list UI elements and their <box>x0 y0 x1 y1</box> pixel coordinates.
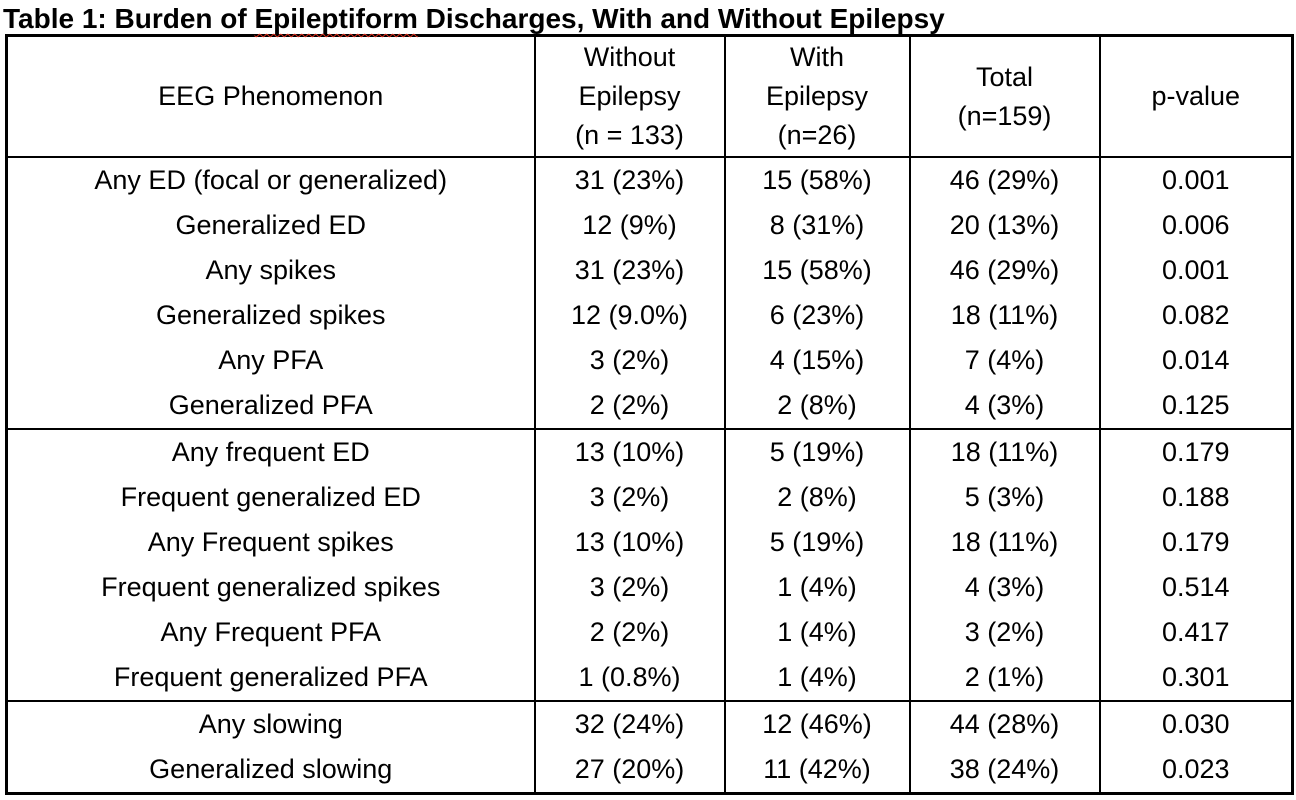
cell-total: 4 (3%) <box>908 383 1101 429</box>
cell-eeg-phenomenon: Any Frequent spikes <box>5 520 536 565</box>
table-title: Table 1: Burden of Epileptiform Discharg… <box>3 3 1296 34</box>
table-row: Generalized slowing 27 (20%) 11 (42%) 38… <box>5 747 1294 794</box>
cell-total: 5 (3%) <box>908 475 1101 520</box>
cell-without-epilepsy: 12 (9%) <box>533 203 726 248</box>
cell-p-value: 0.014 <box>1098 338 1294 383</box>
cell-without-epilepsy: 2 (2%) <box>533 610 726 655</box>
cell-eeg-phenomenon: Generalized slowing <box>5 747 536 794</box>
epileptiform-discharges-table: EEG Phenomenon Without Epilepsy (n = 133… <box>5 34 1294 795</box>
cell-without-epilepsy: 13 (10%) <box>533 428 726 475</box>
cell-p-value: 0.023 <box>1098 747 1294 794</box>
cell-eeg-phenomenon: Generalized spikes <box>5 293 536 338</box>
cell-eeg-phenomenon: Any ED (focal or generalized) <box>5 157 536 203</box>
table-row: Any ED (focal or generalized) 31 (23%) 1… <box>5 157 1294 203</box>
cell-with-epilepsy: 5 (19%) <box>723 428 911 475</box>
cell-p-value: 0.417 <box>1098 610 1294 655</box>
cell-with-epilepsy: 15 (58%) <box>723 157 911 203</box>
cell-with-epilepsy: 2 (8%) <box>723 383 911 429</box>
cell-with-epilepsy: 8 (31%) <box>723 203 911 248</box>
cell-p-value: 0.179 <box>1098 428 1294 475</box>
cell-without-epilepsy: 31 (23%) <box>533 157 726 203</box>
cell-p-value: 0.188 <box>1098 475 1294 520</box>
cell-without-epilepsy: 13 (10%) <box>533 520 726 565</box>
cell-p-value: 0.006 <box>1098 203 1294 248</box>
cell-total: 44 (28%) <box>908 700 1101 747</box>
cell-with-epilepsy: 4 (15%) <box>723 338 911 383</box>
cell-eeg-phenomenon: Any frequent ED <box>5 428 536 475</box>
cell-p-value: 0.179 <box>1098 520 1294 565</box>
table-row: Any PFA 3 (2%) 4 (15%) 7 (4%) 0.014 <box>5 338 1294 383</box>
cell-without-epilepsy: 1 (0.8%) <box>533 655 726 701</box>
column-header-eeg-phenomenon: EEG Phenomenon <box>5 35 536 158</box>
title-suffix: Discharges, With and Without Epilepsy <box>417 3 945 34</box>
cell-total: 46 (29%) <box>908 248 1101 293</box>
cell-with-epilepsy: 1 (4%) <box>723 610 911 655</box>
table-row: Any Frequent PFA 2 (2%) 1 (4%) 3 (2%) 0.… <box>5 610 1294 655</box>
table-row: Frequent generalized spikes 3 (2%) 1 (4%… <box>5 565 1294 610</box>
column-header-total: Total (n=159) <box>908 35 1101 158</box>
cell-total: 3 (2%) <box>908 610 1101 655</box>
cell-with-epilepsy: 1 (4%) <box>723 655 911 701</box>
cell-p-value: 0.125 <box>1098 383 1294 429</box>
table-row: Generalized ED 12 (9%) 8 (31%) 20 (13%) … <box>5 203 1294 248</box>
cell-with-epilepsy: 6 (23%) <box>723 293 911 338</box>
cell-total: 18 (11%) <box>908 520 1101 565</box>
cell-without-epilepsy: 32 (24%) <box>533 700 726 747</box>
cell-eeg-phenomenon: Any slowing <box>5 700 536 747</box>
cell-total: 38 (24%) <box>908 747 1101 794</box>
cell-without-epilepsy: 2 (2%) <box>533 383 726 429</box>
cell-eeg-phenomenon: Frequent generalized spikes <box>5 565 536 610</box>
table-row: Any Frequent spikes 13 (10%) 5 (19%) 18 … <box>5 520 1294 565</box>
table-row: Any spikes 31 (23%) 15 (58%) 46 (29%) 0.… <box>5 248 1294 293</box>
table-row: Any frequent ED 13 (10%) 5 (19%) 18 (11%… <box>5 428 1294 475</box>
cell-p-value: 0.082 <box>1098 293 1294 338</box>
cell-without-epilepsy: 12 (9.0%) <box>533 293 726 338</box>
cell-eeg-phenomenon: Any PFA <box>5 338 536 383</box>
cell-p-value: 0.001 <box>1098 248 1294 293</box>
cell-without-epilepsy: 3 (2%) <box>533 338 726 383</box>
cell-with-epilepsy: 12 (46%) <box>723 700 911 747</box>
cell-p-value: 0.030 <box>1098 700 1294 747</box>
column-header-p-value: p-value <box>1098 35 1294 158</box>
column-header-with-epilepsy: With Epilepsy (n=26) <box>723 35 911 158</box>
cell-eeg-phenomenon: Any Frequent PFA <box>5 610 536 655</box>
cell-with-epilepsy: 15 (58%) <box>723 248 911 293</box>
table-row: Frequent generalized PFA 1 (0.8%) 1 (4%)… <box>5 655 1294 701</box>
cell-total: 18 (11%) <box>908 293 1101 338</box>
cell-with-epilepsy: 2 (8%) <box>723 475 911 520</box>
cell-total: 46 (29%) <box>908 157 1101 203</box>
cell-p-value: 0.301 <box>1098 655 1294 701</box>
cell-total: 20 (13%) <box>908 203 1101 248</box>
table-row: Generalized spikes 12 (9.0%) 6 (23%) 18 … <box>5 293 1294 338</box>
cell-without-epilepsy: 3 (2%) <box>533 475 726 520</box>
cell-eeg-phenomenon: Generalized PFA <box>5 383 536 429</box>
cell-total: 4 (3%) <box>908 565 1101 610</box>
title-misspelled-word: Epileptiform <box>254 3 418 34</box>
document-page: Table 1: Burden of Epileptiform Discharg… <box>0 3 1296 800</box>
cell-eeg-phenomenon: Any spikes <box>5 248 536 293</box>
cell-eeg-phenomenon: Frequent generalized PFA <box>5 655 536 701</box>
cell-with-epilepsy: 11 (42%) <box>723 747 911 794</box>
table-row: Generalized PFA 2 (2%) 2 (8%) 4 (3%) 0.1… <box>5 383 1294 429</box>
cell-eeg-phenomenon: Frequent generalized ED <box>5 475 536 520</box>
cell-without-epilepsy: 31 (23%) <box>533 248 726 293</box>
cell-p-value: 0.514 <box>1098 565 1294 610</box>
cell-with-epilepsy: 5 (19%) <box>723 520 911 565</box>
table-row: Any slowing 32 (24%) 12 (46%) 44 (28%) 0… <box>5 700 1294 747</box>
cell-without-epilepsy: 27 (20%) <box>533 747 726 794</box>
cell-total: 18 (11%) <box>908 428 1101 475</box>
cell-eeg-phenomenon: Generalized ED <box>5 203 536 248</box>
column-header-without-epilepsy: Without Epilepsy (n = 133) <box>533 35 726 158</box>
cell-total: 7 (4%) <box>908 338 1101 383</box>
cell-without-epilepsy: 3 (2%) <box>533 565 726 610</box>
cell-p-value: 0.001 <box>1098 157 1294 203</box>
title-prefix: Table 1: Burden of <box>3 3 255 34</box>
cell-with-epilepsy: 1 (4%) <box>723 565 911 610</box>
cell-total: 2 (1%) <box>908 655 1101 701</box>
table-row: Frequent generalized ED 3 (2%) 2 (8%) 5 … <box>5 475 1294 520</box>
header-row: EEG Phenomenon Without Epilepsy (n = 133… <box>5 35 1294 158</box>
